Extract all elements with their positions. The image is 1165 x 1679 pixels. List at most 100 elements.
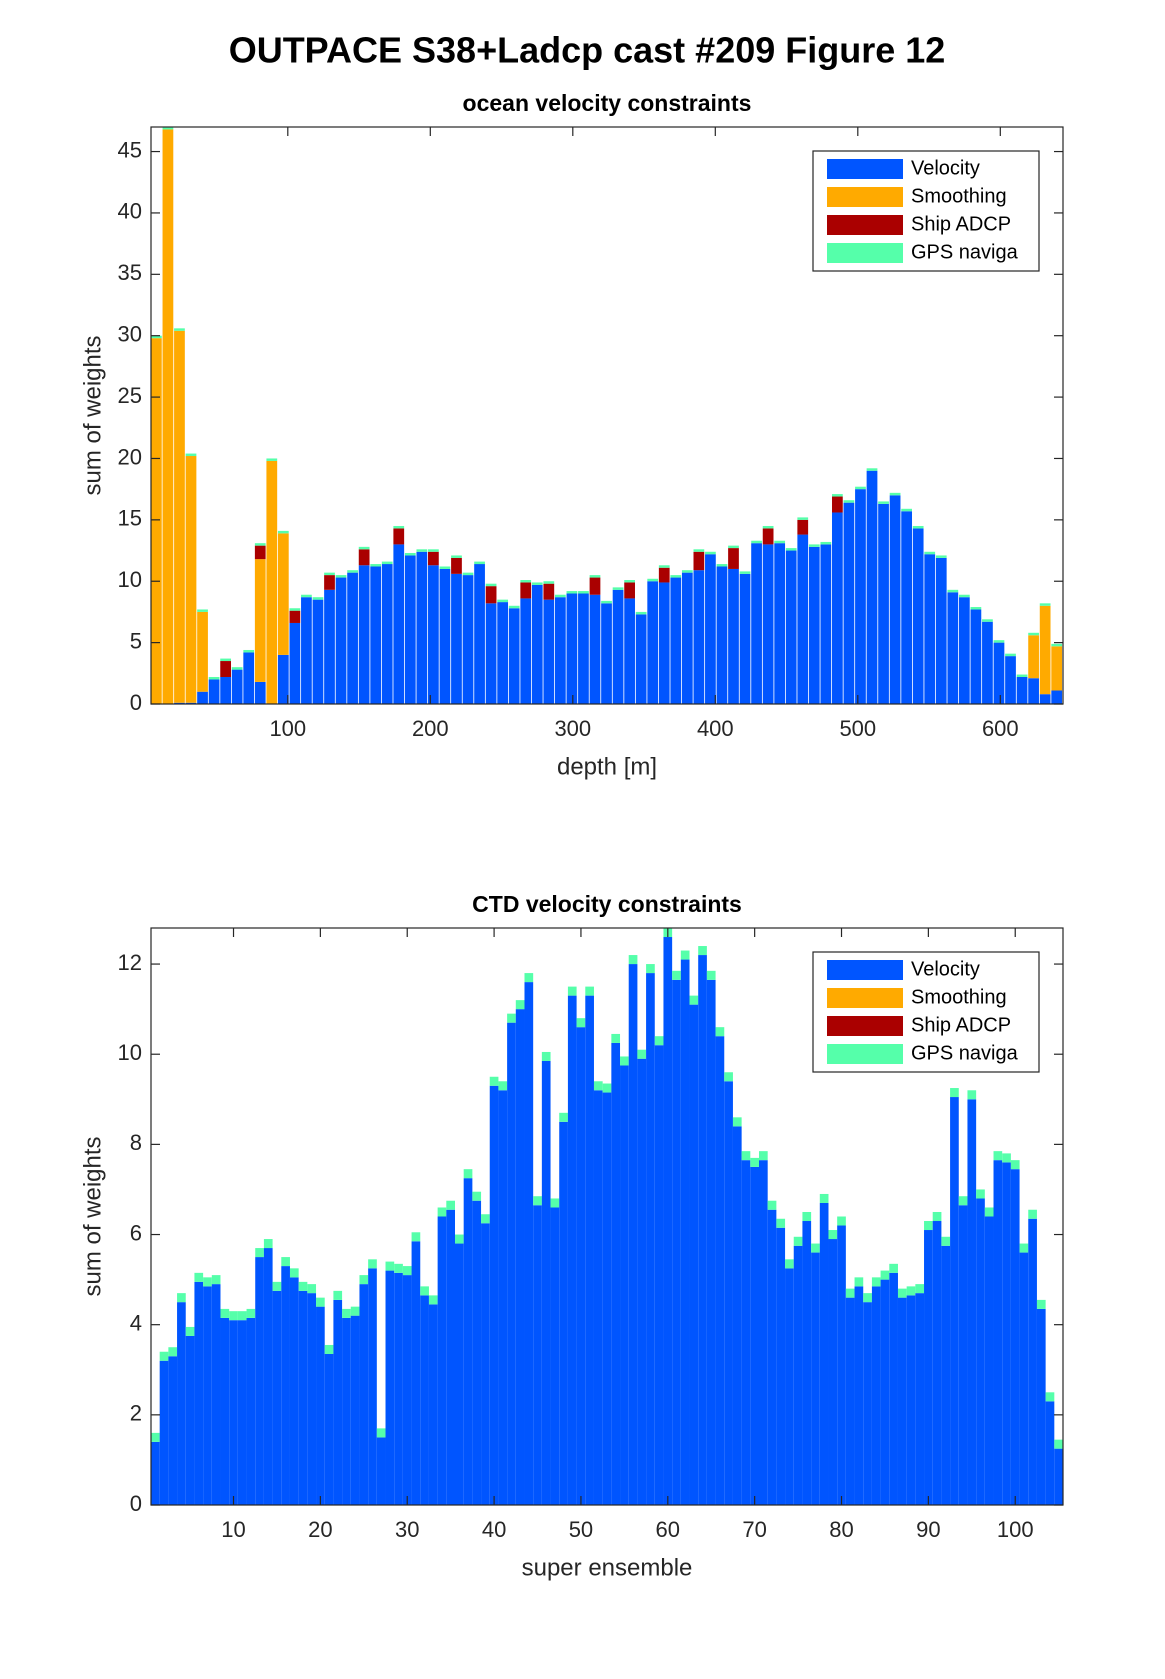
bar-segment <box>589 594 601 704</box>
bar-segment <box>211 1284 221 1505</box>
bar-segment <box>520 598 532 704</box>
y-tick-label: 15 <box>118 506 142 531</box>
bar-segment <box>585 986 594 996</box>
bar-segment <box>543 581 555 584</box>
bar-segment <box>724 1072 733 1082</box>
bar-segment <box>912 528 924 704</box>
bar-segment <box>1028 678 1039 704</box>
axes-title: ocean velocity constraints <box>463 90 752 116</box>
bar-segment <box>489 1076 499 1086</box>
bar-segment <box>601 603 612 704</box>
bar-segment <box>381 561 393 565</box>
bar-segment <box>437 1216 447 1505</box>
bar-segment <box>159 1351 169 1361</box>
bar-segment <box>654 1045 664 1505</box>
bar-segment <box>915 1293 925 1505</box>
bar-segment <box>689 1004 699 1505</box>
bar-segment <box>472 1200 482 1505</box>
bar-segment <box>411 1241 421 1505</box>
bar-segment <box>924 1230 933 1505</box>
bar-segment <box>342 1317 351 1505</box>
bar-segment <box>941 1236 951 1246</box>
bar-segment <box>1028 632 1039 636</box>
bar-segment <box>663 937 673 1505</box>
bar-segment <box>958 1205 968 1505</box>
bar-segment <box>185 1335 195 1505</box>
bar-segment <box>950 1088 959 1098</box>
bar-segment <box>451 555 462 558</box>
x-axis-label: super ensemble <box>522 1554 693 1581</box>
bar-segment <box>658 565 670 568</box>
y-tick-label: 35 <box>118 260 142 285</box>
bar-segment <box>439 566 451 569</box>
bar-segment <box>358 565 370 704</box>
bar-segment <box>197 691 208 704</box>
bar-segment <box>541 1060 551 1505</box>
bar-segment <box>924 1221 933 1231</box>
bar-segment <box>811 1252 820 1505</box>
bar-segment <box>646 973 655 1505</box>
bar-segment <box>277 530 289 534</box>
bar-segment <box>185 1326 195 1336</box>
bar-segment <box>793 1245 803 1505</box>
bar-segment <box>578 591 589 594</box>
bar-segment <box>751 543 762 704</box>
x-tick-label: 400 <box>697 716 734 741</box>
bar-segment <box>428 1304 438 1505</box>
bar-segment <box>716 566 728 704</box>
bar-segment <box>889 492 901 496</box>
legend-label: Smoothing <box>911 185 1007 207</box>
bar-segment <box>828 1239 838 1505</box>
bar-segment <box>762 525 774 529</box>
bar-segment <box>508 605 520 609</box>
x-tick-label: 100 <box>997 1517 1034 1542</box>
bar-segment <box>819 1202 829 1505</box>
bar-segment <box>967 1090 977 1100</box>
bar-segment <box>854 1277 864 1287</box>
x-tick-label: 30 <box>395 1517 419 1542</box>
bar-segment <box>706 979 716 1505</box>
bar-segment <box>220 1308 230 1318</box>
bar-segment <box>1054 1448 1063 1505</box>
bar-segment <box>967 1099 977 1505</box>
bar-segment <box>485 603 497 704</box>
bar-segment <box>474 564 485 704</box>
bar-segment <box>229 1311 238 1321</box>
bar-segment <box>246 1308 256 1318</box>
bar-segment <box>520 580 532 583</box>
bar-segment <box>611 1033 621 1043</box>
bar-segment <box>837 1225 846 1505</box>
legend-label: Ship ADCP <box>911 213 1011 235</box>
bar-segment <box>912 525 924 529</box>
bar-segment <box>993 1151 1003 1161</box>
bar-segment <box>759 1160 768 1505</box>
bar-segment <box>333 1299 343 1505</box>
bar-segment <box>728 568 739 704</box>
bar-segment <box>316 1297 325 1307</box>
bar-segment <box>497 599 509 603</box>
legend-swatch <box>827 215 903 235</box>
bar-segment <box>393 525 405 529</box>
bar-segment <box>1039 605 1051 695</box>
bar-segment <box>416 549 428 552</box>
bar-segment <box>229 1320 238 1505</box>
bar-segment <box>451 573 462 704</box>
bar-segment <box>984 1207 994 1217</box>
bar-segment <box>515 1000 525 1010</box>
bar-segment <box>672 979 681 1505</box>
bar-segment <box>970 607 982 610</box>
bar-segment <box>335 577 347 704</box>
bar-segment <box>263 1248 273 1505</box>
x-tick-label: 90 <box>916 1517 940 1542</box>
y-tick-label: 2 <box>130 1401 142 1426</box>
bar-segment <box>793 1236 803 1246</box>
bar-segment <box>272 1281 282 1291</box>
axes-box <box>150 126 1064 705</box>
legend-label: Velocity <box>911 157 980 179</box>
bar-segment <box>151 1441 160 1505</box>
legend-label: Velocity <box>911 958 980 980</box>
y-tick-label: 25 <box>118 383 142 408</box>
bar-segment <box>394 1272 403 1505</box>
bar-segment <box>543 599 555 704</box>
